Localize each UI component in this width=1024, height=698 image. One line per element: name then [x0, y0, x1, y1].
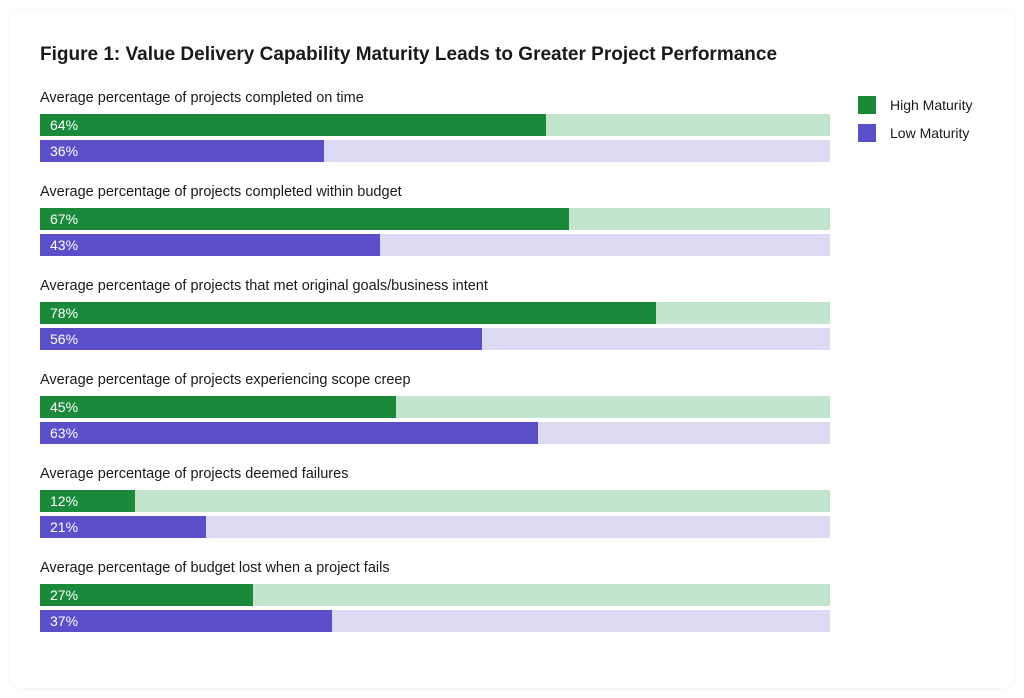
- bar-value-high: 64%: [40, 117, 78, 133]
- bar-track-low: 43%: [40, 234, 830, 256]
- legend-label-low: Low Maturity: [890, 125, 969, 141]
- bar-value-low: 36%: [40, 143, 78, 159]
- bar-fill-low: 37%: [40, 610, 332, 632]
- bar-value-low: 43%: [40, 237, 78, 253]
- bar-value-high: 78%: [40, 305, 78, 321]
- legend-item-high: High Maturity: [858, 96, 1008, 114]
- bar-value-low: 56%: [40, 331, 78, 347]
- bar-value-low: 37%: [40, 613, 78, 629]
- bar-fill-high: 12%: [40, 490, 135, 512]
- legend-swatch-low: [858, 124, 876, 142]
- legend-swatch-high: [858, 96, 876, 114]
- metric-0: Average percentage of projects completed…: [40, 90, 830, 162]
- bar-value-high: 12%: [40, 493, 78, 509]
- bar-fill-high: 64%: [40, 114, 546, 136]
- chart-area: Average percentage of projects completed…: [40, 90, 830, 654]
- bar-track-low: 56%: [40, 328, 830, 350]
- bar-fill-high: 67%: [40, 208, 569, 230]
- metric-label: Average percentage of projects experienc…: [40, 372, 830, 388]
- bar-track-high: 12%: [40, 490, 830, 512]
- bar-fill-low: 21%: [40, 516, 206, 538]
- bar-track-low: 63%: [40, 422, 830, 444]
- bar-value-low: 63%: [40, 425, 78, 441]
- legend-label-high: High Maturity: [890, 97, 972, 113]
- bar-fill-low: 56%: [40, 328, 482, 350]
- metric-label: Average percentage of projects deemed fa…: [40, 466, 830, 482]
- bar-track-high: 78%: [40, 302, 830, 324]
- legend-item-low: Low Maturity: [858, 124, 1008, 142]
- bar-fill-low: 63%: [40, 422, 538, 444]
- bar-track-high: 64%: [40, 114, 830, 136]
- metric-label: Average percentage of projects completed…: [40, 90, 830, 106]
- metric-label: Average percentage of budget lost when a…: [40, 560, 830, 576]
- figure-title: Figure 1: Value Delivery Capability Matu…: [40, 44, 984, 66]
- bar-track-low: 36%: [40, 140, 830, 162]
- bar-fill-high: 78%: [40, 302, 656, 324]
- bar-value-high: 27%: [40, 587, 78, 603]
- bar-track-low: 21%: [40, 516, 830, 538]
- metric-1: Average percentage of projects completed…: [40, 184, 830, 256]
- bar-track-high: 45%: [40, 396, 830, 418]
- metric-label: Average percentage of projects completed…: [40, 184, 830, 200]
- figure-card: Figure 1: Value Delivery Capability Matu…: [10, 10, 1014, 688]
- metric-2: Average percentage of projects that met …: [40, 278, 830, 350]
- bar-fill-low: 36%: [40, 140, 324, 162]
- metric-5: Average percentage of budget lost when a…: [40, 560, 830, 632]
- figure-content: Average percentage of projects completed…: [40, 90, 984, 654]
- bar-value-high: 45%: [40, 399, 78, 415]
- metric-4: Average percentage of projects deemed fa…: [40, 466, 830, 538]
- legend: High Maturity Low Maturity: [858, 90, 1008, 654]
- metric-3: Average percentage of projects experienc…: [40, 372, 830, 444]
- bar-track-high: 67%: [40, 208, 830, 230]
- bar-value-high: 67%: [40, 211, 78, 227]
- bar-value-low: 21%: [40, 519, 78, 535]
- bar-fill-high: 45%: [40, 396, 396, 418]
- metric-label: Average percentage of projects that met …: [40, 278, 830, 294]
- bar-track-high: 27%: [40, 584, 830, 606]
- bar-track-low: 37%: [40, 610, 830, 632]
- bar-fill-high: 27%: [40, 584, 253, 606]
- bar-fill-low: 43%: [40, 234, 380, 256]
